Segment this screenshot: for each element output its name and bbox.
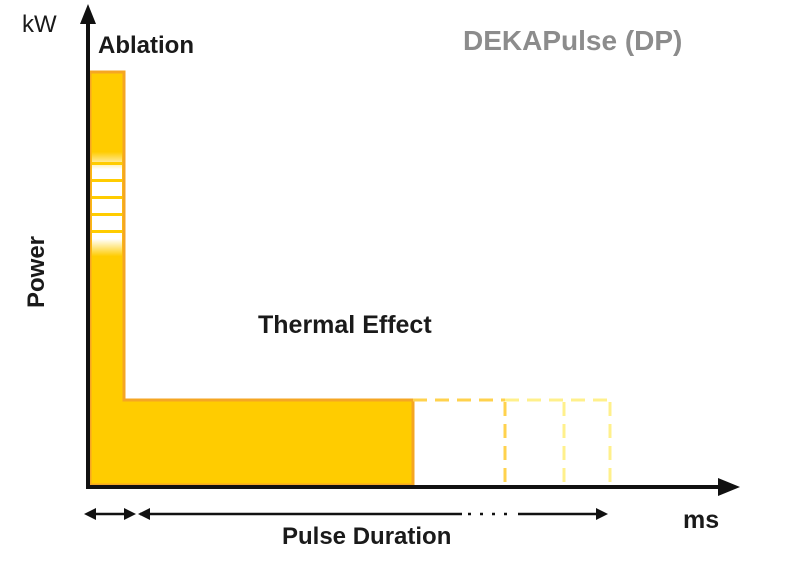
ablation-stripes	[92, 162, 122, 233]
pulse-arrow-right	[596, 508, 608, 520]
thermal-effect-label: Thermal Effect	[258, 311, 432, 339]
diagram-title: DEKAPulse (DP)	[463, 25, 682, 56]
ablation-label: Ablation	[98, 32, 194, 59]
ablation-stripe	[92, 179, 122, 182]
x-unit-label: ms	[683, 506, 719, 534]
ablation-stripe	[92, 196, 122, 199]
ablation-arrow-right	[124, 508, 136, 520]
pulse-duration-label: Pulse Duration	[282, 523, 451, 550]
axes	[80, 4, 740, 496]
y-unit-label: kW	[22, 11, 57, 38]
ablation-stripe	[92, 230, 122, 233]
y-axis-label: Power	[23, 236, 50, 308]
y-axis-arrowhead	[80, 4, 96, 24]
dashed-extension	[413, 398, 612, 485]
ablation-fade-band	[92, 120, 122, 265]
ablation-stripe	[92, 162, 122, 165]
x-axis-arrowhead	[718, 478, 740, 496]
pulse-arrow-left	[138, 508, 150, 520]
ablation-stripe	[92, 213, 122, 216]
pulse-shape	[88, 70, 415, 487]
duration-arrows	[84, 508, 608, 520]
ablation-arrow-left	[84, 508, 96, 520]
